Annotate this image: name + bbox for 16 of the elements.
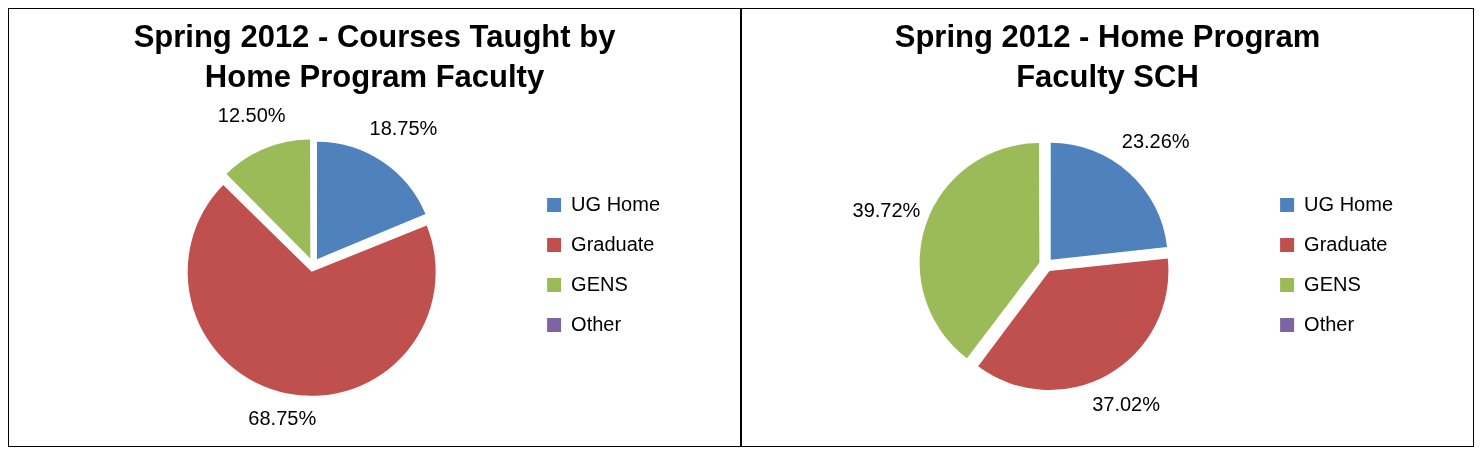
data-label: 23.26%: [1121, 130, 1190, 153]
legend-label: UG Home: [1304, 192, 1393, 215]
chart-title: Spring 2012 - Courses Taught by Home Program Faculty: [132, 17, 617, 96]
data-label: 12.50%: [217, 104, 286, 127]
legend-label: Graduate: [1304, 232, 1388, 255]
data-label: 39.72%: [852, 199, 921, 222]
data-label: 68.75%: [248, 407, 317, 430]
data-label: 18.75%: [369, 117, 438, 140]
legend-label: GENS: [1304, 272, 1361, 295]
chart-title: Spring 2012 - Home Program Faculty SCH: [893, 17, 1322, 96]
legend-label: Graduate: [571, 232, 655, 255]
legend-label: UG Home: [571, 192, 660, 215]
legend-label: Other: [1304, 312, 1355, 335]
data-label: 37.02%: [1092, 393, 1161, 416]
legend-label: GENS: [571, 272, 628, 295]
legend-label: Other: [571, 312, 622, 335]
